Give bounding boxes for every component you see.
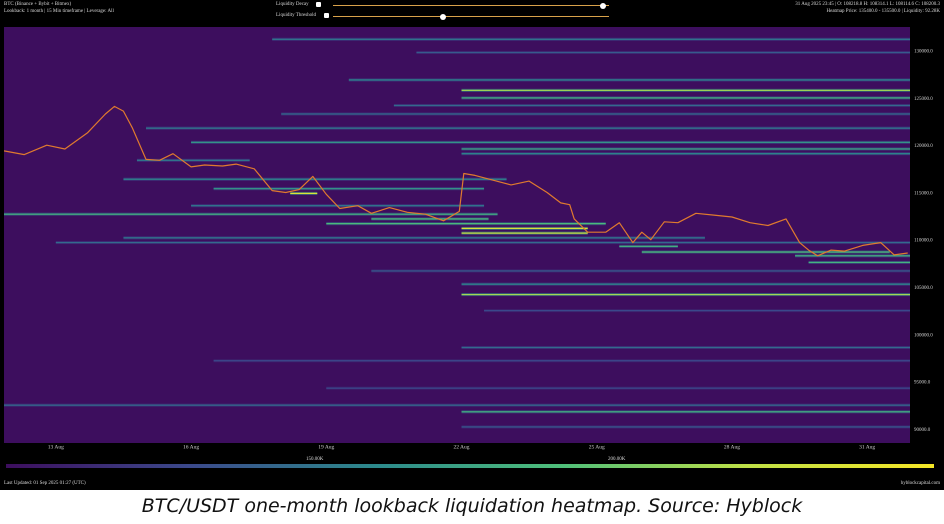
liquidity-band — [191, 141, 911, 143]
x-tick-label: 25 Aug — [589, 445, 605, 451]
y-tick-label: 110000.0 — [914, 239, 933, 244]
x-tick-label: 19 Aug — [318, 445, 334, 451]
y-tick-label: 90000.0 — [914, 428, 931, 433]
liquidity-decay-toggle[interactable] — [316, 2, 321, 7]
liquidity-band — [641, 251, 890, 253]
liquidity-band — [795, 255, 910, 257]
chart-title: BTC (Binance + Bybit + Bitmex) — [4, 2, 72, 7]
price-line — [3, 105, 908, 257]
y-tick-label: 105000.0 — [914, 286, 933, 291]
liquidity-threshold-label: Liquidity Threshold — [276, 13, 317, 18]
heatmap-svg — [3, 37, 911, 429]
liquidity-band — [461, 346, 910, 349]
liquidity-band — [55, 241, 911, 244]
liquidity-threshold-knob[interactable] — [440, 13, 447, 20]
liquidity-band — [290, 192, 318, 194]
x-tick-label: 31 Aug — [859, 445, 875, 451]
liquidity-band — [461, 293, 910, 296]
x-tick-label: 16 Aug — [183, 445, 199, 451]
y-tick-label: 130000.0 — [914, 50, 933, 55]
liquidity-band — [348, 79, 910, 81]
x-tick-label: 13 Aug — [48, 445, 64, 451]
y-tick-label: 95000.0 — [914, 381, 931, 386]
liquidity-band — [326, 223, 606, 225]
liquidity-threshold-toggle[interactable] — [324, 13, 329, 18]
x-tick-label: 22 Aug — [453, 445, 469, 451]
y-tick-label: 100000.0 — [914, 333, 933, 338]
liquidity-band — [461, 227, 588, 229]
liquidity-band — [213, 360, 910, 362]
colorbar-label: 200.00K — [608, 457, 626, 462]
y-tick-label: 120000.0 — [914, 144, 933, 149]
liquidity-band — [461, 148, 910, 150]
liquidity-band — [484, 310, 910, 312]
liquidity-band — [371, 218, 489, 220]
liquidity-band — [281, 113, 910, 115]
liquidity-threshold-slider[interactable] — [333, 13, 609, 20]
liquidity-band — [461, 153, 910, 155]
last-updated: Last Updated: 01 Sep 2025 01:27 (UTC) — [4, 481, 86, 486]
liquidity-band — [4, 213, 498, 215]
liquidity-band — [213, 188, 485, 190]
y-tick-label: 125000.0 — [914, 97, 933, 102]
liquidity-band — [145, 127, 910, 129]
liquidity-band — [393, 104, 910, 107]
liquidity-band — [416, 51, 910, 54]
liquidity-band — [808, 261, 910, 264]
figure-caption: BTC/USDT one-month lookback liquidation … — [141, 495, 803, 517]
brand-link[interactable]: hyblockcapital.com — [900, 481, 940, 486]
axis-layer: 13 Aug 16 Aug 19 Aug 22 Aug 25 Aug 28 Aug 31 A… — [48, 50, 933, 451]
liquidity-decay-knob[interactable] — [600, 2, 607, 9]
ohlc-readout: 31 Aug 2025 23:45 | O: 108218.8 H: 10831… — [795, 2, 940, 7]
x-tick-label: 28 Aug — [724, 445, 740, 451]
colorbar-label: 150.00K — [306, 457, 324, 462]
liquidity-band — [136, 159, 250, 161]
liquidity-band — [461, 89, 910, 91]
liquidity-decay-slider[interactable] — [333, 2, 609, 9]
liquidity-band — [461, 283, 910, 285]
liquidity-band — [461, 232, 588, 234]
heatmap-plot-area[interactable] — [3, 27, 911, 443]
chart-subtitle: Lookback: 1 month | 15 Min timeframe | L… — [4, 9, 114, 14]
liquidity-band — [461, 411, 910, 413]
liquidity-band — [4, 404, 910, 406]
liquidity-band — [619, 245, 678, 247]
liquidity-band — [326, 387, 910, 389]
heatmap-window: BTC (Binance + Bybit + Bitmex) Lookback:… — [0, 0, 944, 490]
heatmap-stats: Heatmap Price: 135400.0 - 135500.0 | Liq… — [826, 9, 941, 14]
liquidity-band — [371, 270, 910, 272]
liquidity-band — [272, 38, 910, 40]
liquidity-band — [461, 97, 910, 99]
liquidity-band — [123, 237, 705, 239]
liquidity-colorbar — [6, 464, 934, 468]
liquidity-band — [461, 426, 910, 428]
y-tick-label: 115000.0 — [914, 191, 933, 196]
liquidity-decay-label: Liquidity Decay — [276, 2, 309, 7]
